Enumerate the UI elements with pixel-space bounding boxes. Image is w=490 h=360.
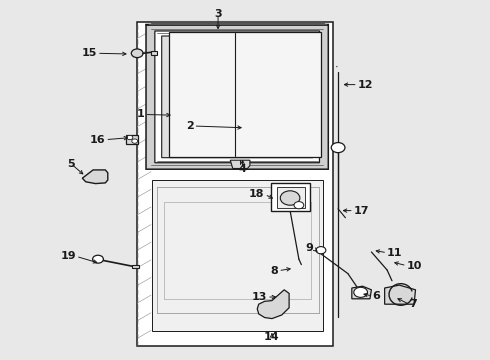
Circle shape bbox=[316, 247, 326, 254]
Text: 6: 6 bbox=[372, 291, 380, 301]
Text: 8: 8 bbox=[270, 266, 278, 276]
Text: 17: 17 bbox=[354, 206, 369, 216]
Circle shape bbox=[354, 287, 368, 297]
Text: 19: 19 bbox=[60, 251, 76, 261]
Polygon shape bbox=[82, 170, 108, 184]
Text: 4: 4 bbox=[239, 164, 246, 174]
Polygon shape bbox=[151, 51, 157, 55]
FancyBboxPatch shape bbox=[162, 36, 313, 158]
Text: 11: 11 bbox=[387, 248, 403, 258]
Polygon shape bbox=[257, 290, 289, 319]
Polygon shape bbox=[230, 160, 250, 168]
Text: 2: 2 bbox=[186, 121, 194, 131]
Text: 3: 3 bbox=[214, 9, 222, 19]
Text: 15: 15 bbox=[82, 48, 97, 58]
Text: 13: 13 bbox=[252, 292, 267, 302]
Text: 18: 18 bbox=[249, 189, 265, 199]
Polygon shape bbox=[132, 265, 139, 268]
Polygon shape bbox=[352, 286, 371, 299]
FancyBboxPatch shape bbox=[155, 31, 319, 163]
Text: 1: 1 bbox=[137, 109, 145, 120]
Text: 16: 16 bbox=[90, 135, 105, 145]
FancyBboxPatch shape bbox=[271, 183, 310, 211]
Circle shape bbox=[280, 191, 300, 205]
Text: 12: 12 bbox=[358, 80, 373, 90]
Polygon shape bbox=[385, 285, 416, 304]
Text: 7: 7 bbox=[409, 299, 417, 309]
Circle shape bbox=[294, 202, 304, 209]
FancyBboxPatch shape bbox=[169, 32, 321, 157]
Text: 14: 14 bbox=[264, 332, 280, 342]
Polygon shape bbox=[277, 187, 305, 208]
Circle shape bbox=[127, 135, 133, 140]
Text: 9: 9 bbox=[306, 243, 314, 253]
Text: 5: 5 bbox=[67, 159, 75, 169]
Polygon shape bbox=[152, 180, 323, 331]
Circle shape bbox=[331, 143, 345, 153]
Circle shape bbox=[93, 255, 103, 263]
FancyBboxPatch shape bbox=[146, 24, 328, 169]
Circle shape bbox=[131, 49, 143, 58]
Polygon shape bbox=[126, 135, 138, 144]
Text: 10: 10 bbox=[407, 261, 422, 271]
Polygon shape bbox=[137, 22, 333, 346]
Circle shape bbox=[132, 139, 138, 143]
